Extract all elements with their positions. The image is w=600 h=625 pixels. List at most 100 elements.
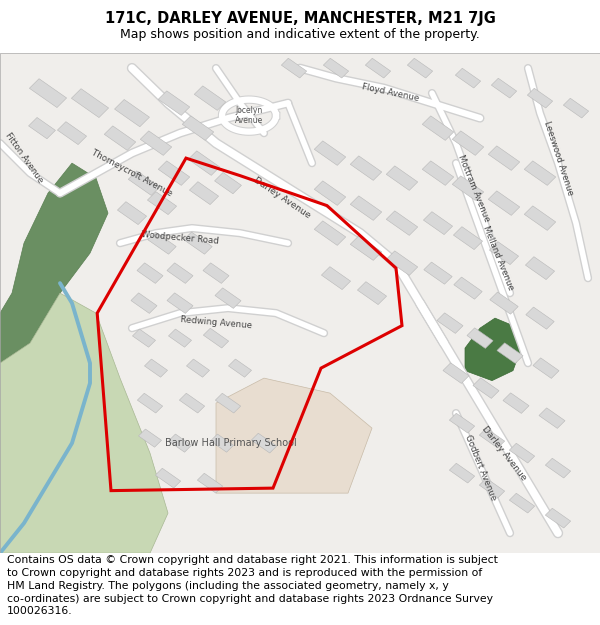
Bar [479,428,505,448]
Bar [188,151,220,176]
Text: Darley Avenue: Darley Avenue [252,176,312,221]
Bar [131,293,157,313]
Text: Godbert Avenue: Godbert Avenue [463,434,497,502]
Bar [145,359,167,378]
Bar [169,329,191,348]
Bar [443,363,469,383]
Bar [139,429,161,448]
Bar [203,328,229,348]
Bar [194,86,226,111]
Bar [545,508,571,528]
Bar [449,463,475,483]
Polygon shape [465,318,522,381]
Bar [182,116,214,141]
Bar [251,433,277,453]
Bar [454,227,482,249]
Bar [71,89,109,118]
Bar [215,173,241,194]
Bar [479,478,505,498]
Bar [128,171,160,196]
Bar [454,277,482,299]
Bar [467,328,493,348]
Bar [358,282,386,304]
Bar [455,68,481,88]
Bar [509,443,535,463]
Bar [503,393,529,413]
Bar [197,473,223,493]
Bar [229,359,251,378]
Bar [203,263,229,283]
Bar [490,292,518,314]
Bar [148,192,176,214]
Text: Barlow Hall Primary School: Barlow Hall Primary School [165,438,297,448]
Bar [386,211,418,236]
Bar [491,78,517,98]
Bar [133,329,155,348]
Polygon shape [0,293,168,553]
Bar [190,182,218,204]
Bar [497,343,523,363]
Polygon shape [216,378,372,493]
Bar [322,267,350,289]
Polygon shape [0,163,108,363]
Bar [167,263,193,283]
Bar [539,408,565,428]
Text: Thorneycroft Avenue: Thorneycroft Avenue [90,148,174,198]
Bar [422,161,454,186]
Bar [314,181,346,206]
Text: Melland Avenue: Melland Avenue [481,224,515,292]
Bar [158,161,190,186]
Bar [350,196,382,221]
Bar [58,122,86,144]
Bar [350,236,382,261]
Bar [365,58,391,78]
Bar [155,468,181,488]
Bar [386,251,418,276]
Bar [137,393,163,413]
Bar [424,262,452,284]
Bar [407,58,433,78]
Bar [29,118,55,139]
Bar [488,191,520,216]
Bar [158,91,190,116]
Bar [490,242,518,264]
Text: Redwing Avenue: Redwing Avenue [180,316,252,331]
Bar [449,413,475,433]
Bar [509,493,535,513]
Bar [563,98,589,118]
Bar [452,131,484,156]
Text: Leeswood Avenue: Leeswood Avenue [542,120,574,196]
Text: Fitton Avenue: Fitton Avenue [4,131,44,185]
Bar [323,58,349,78]
Bar [137,263,163,283]
Bar [179,393,205,413]
Text: Woodpecker Road: Woodpecker Road [141,230,219,246]
Bar [187,359,209,378]
Bar [169,434,191,452]
Bar [215,288,241,308]
Bar [526,307,554,329]
Bar [140,131,172,156]
Bar [524,206,556,231]
Text: Darley Avenue: Darley Avenue [480,424,528,482]
Bar [524,161,556,186]
Bar [424,212,452,234]
Bar [211,434,233,452]
Bar [167,293,193,313]
Bar [545,458,571,478]
Bar [148,232,176,254]
Bar [386,166,418,191]
Bar [452,176,484,201]
Bar [437,313,463,333]
Bar [314,141,346,166]
Text: Map shows position and indicative extent of the property.: Map shows position and indicative extent… [120,28,480,41]
Text: 171C, DARLEY AVENUE, MANCHESTER, M21 7JG: 171C, DARLEY AVENUE, MANCHESTER, M21 7JG [104,11,496,26]
Bar [118,202,146,224]
Bar [533,358,559,378]
Text: Mottram Avenue: Mottram Avenue [457,153,491,223]
Text: Contains OS data © Crown copyright and database right 2021. This information is : Contains OS data © Crown copyright and d… [7,555,498,616]
Bar [473,378,499,398]
Bar [422,116,454,141]
Bar [184,232,212,254]
Bar [29,79,67,107]
